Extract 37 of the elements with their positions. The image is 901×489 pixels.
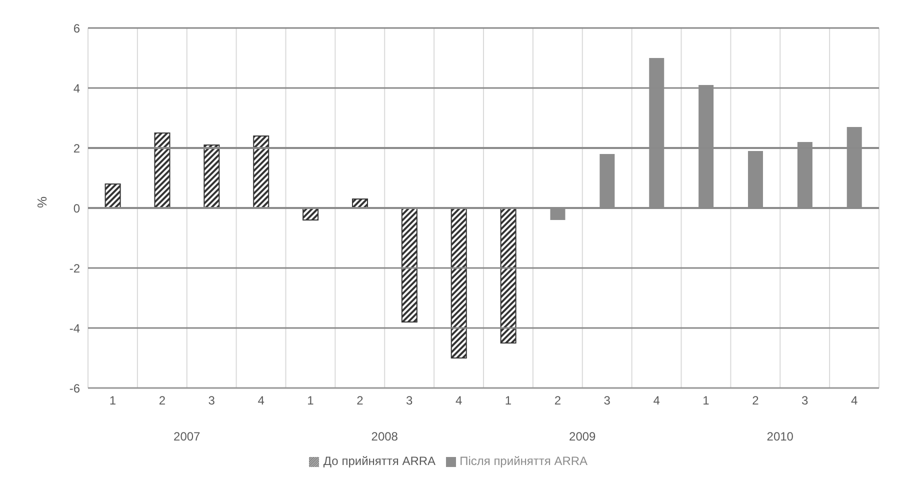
bar (253, 136, 270, 208)
y-tick-label: -6 (69, 381, 80, 396)
y-tick-label: 2 (73, 141, 80, 156)
bar (154, 132, 170, 208)
x-tick-label: 4 (653, 394, 660, 408)
bar (500, 208, 516, 344)
x-tick-label: 3 (604, 394, 611, 408)
x-tick-label: 3 (802, 394, 808, 408)
text: 2008 (371, 430, 398, 444)
x-tick-label: 3 (406, 394, 413, 408)
y-tick-label: 6 (73, 21, 80, 36)
y-tick-label: 4 (73, 81, 80, 96)
y-tick-label: -2 (69, 261, 80, 276)
x-tick-label: 2 (554, 394, 562, 408)
bar (104, 184, 121, 208)
y-tick-label: 0 (73, 201, 80, 216)
x-tick-label: 3 (208, 394, 216, 408)
x-tick-label: 1 (307, 394, 314, 408)
x-tick-label: 1 (109, 394, 116, 408)
x-tick-label: 1 (702, 394, 710, 408)
bar (450, 208, 467, 358)
text: 2007 (174, 430, 201, 444)
x-tick-label: 4 (258, 394, 265, 408)
bar (204, 144, 220, 208)
bar (401, 208, 418, 322)
y-tick-label: -4 (69, 321, 80, 336)
x-tick-label: 4 (850, 394, 858, 408)
text: 2009 (569, 430, 596, 444)
x-tick-label: 1 (504, 394, 512, 408)
legend-label: Після прийняття ARRA (460, 454, 588, 468)
text: 2010 (766, 430, 794, 444)
legend-label: До прийняття ARRA (323, 454, 436, 468)
x-tick-label: 2 (356, 394, 364, 408)
x-tick-label: 2 (158, 394, 166, 408)
x-tick-label: 4 (455, 394, 462, 408)
x-tick-label: 2 (752, 394, 760, 408)
y-axis-title: % (34, 196, 50, 208)
